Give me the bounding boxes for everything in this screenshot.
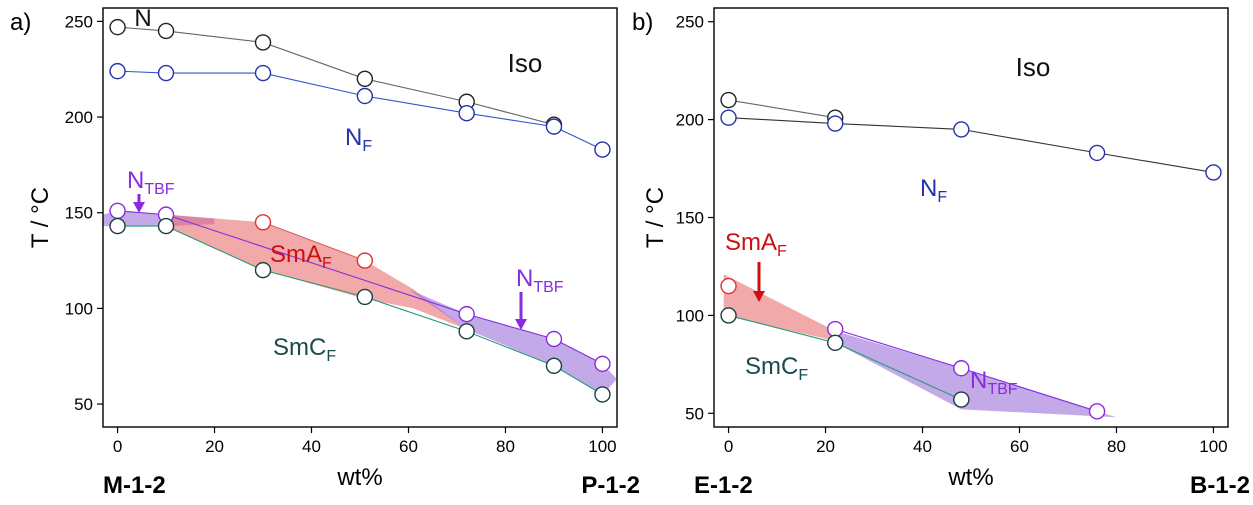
annotation-arrowhead xyxy=(133,202,145,213)
data-point xyxy=(109,217,126,235)
phase-annotation: N xyxy=(134,5,151,32)
x-tick-label: 20 xyxy=(205,437,224,456)
plot-frame xyxy=(102,7,618,428)
data-point xyxy=(254,34,272,51)
end-member-left-label: E-1-2 xyxy=(694,472,753,499)
end-member-right-label: B-1-2 xyxy=(1190,472,1250,499)
panel-label: a) xyxy=(10,9,31,36)
data-point xyxy=(157,64,175,82)
panel-0: a) 0 20 40 60 80 100 50 100 150 200 250 T / °C wt% M-1… xyxy=(10,5,640,499)
y-tick-label: 250 xyxy=(65,12,93,31)
data-point xyxy=(545,357,563,374)
x-tick-label: 60 xyxy=(399,437,418,456)
annotation-arrowhead xyxy=(515,319,527,330)
panel-1: b) 0 20 40 60 80 100 50 100 150 200 250 T / °C wt% E-1… xyxy=(632,7,1250,499)
data-point xyxy=(594,355,611,373)
data-point xyxy=(1088,403,1106,420)
data-point xyxy=(157,22,175,40)
data-point xyxy=(356,252,374,269)
data-point xyxy=(545,330,563,348)
x-tick-label: 0 xyxy=(113,437,122,456)
series-line-0 xyxy=(117,26,555,126)
x-axis-label: wt% xyxy=(947,464,993,491)
series-line-4 xyxy=(117,225,603,395)
data-point xyxy=(458,305,475,323)
phase-annotation: Iso xyxy=(1016,52,1051,82)
data-point xyxy=(953,391,970,408)
y-axis-label: T / °C xyxy=(27,187,54,248)
phase-annotation: NTBF xyxy=(127,167,175,198)
y-tick-label: 100 xyxy=(676,306,704,325)
phase-region-1 xyxy=(166,214,467,330)
x-tick-label: 40 xyxy=(913,437,932,456)
y-tick-label: 150 xyxy=(676,209,704,228)
data-point xyxy=(356,87,374,105)
end-member-right-label: P-1-2 xyxy=(581,472,640,499)
data-point xyxy=(545,118,563,135)
data-point xyxy=(458,323,475,340)
data-point xyxy=(594,386,611,403)
x-axis-label: wt% xyxy=(336,464,382,491)
x-tick-label: 60 xyxy=(1010,437,1029,456)
y-tick-label: 250 xyxy=(676,13,704,32)
data-point xyxy=(356,70,374,87)
data-point xyxy=(720,277,737,295)
y-axis-label: T / °C xyxy=(642,187,669,248)
data-point xyxy=(594,141,611,158)
phase-annotation: SmCF xyxy=(745,353,808,384)
y-tick-label: 100 xyxy=(65,299,93,318)
data-point xyxy=(720,91,737,109)
phase-region-0 xyxy=(723,274,836,341)
data-point xyxy=(254,64,272,82)
data-point xyxy=(109,202,126,220)
data-point xyxy=(157,217,175,235)
x-tick-label: 100 xyxy=(1199,437,1227,456)
series-line-3 xyxy=(262,221,366,262)
y-tick-label: 200 xyxy=(676,111,704,130)
phase-annotation: NF xyxy=(345,124,372,155)
phase-annotation: SmAF xyxy=(725,229,787,260)
x-tick-label: 80 xyxy=(1107,437,1126,456)
data-point xyxy=(953,121,970,138)
y-tick-label: 50 xyxy=(74,395,93,414)
data-point xyxy=(827,334,844,352)
data-point xyxy=(254,261,272,279)
x-tick-label: 20 xyxy=(816,437,835,456)
data-point xyxy=(720,109,737,126)
annotation-arrowhead xyxy=(753,291,765,302)
x-tick-label: 0 xyxy=(724,437,733,456)
data-point xyxy=(356,288,374,306)
phase-annotation: SmCF xyxy=(273,334,336,365)
data-point xyxy=(827,320,844,338)
y-tick-label: 150 xyxy=(65,204,93,223)
y-tick-label: 50 xyxy=(685,404,704,423)
series-line-0 xyxy=(728,99,836,119)
data-point xyxy=(953,360,970,377)
data-point xyxy=(109,18,126,36)
data-point xyxy=(458,105,475,122)
x-tick-label: 80 xyxy=(496,437,515,456)
phase-annotation: NTBF xyxy=(970,367,1018,398)
data-point xyxy=(720,307,737,324)
data-point xyxy=(827,115,844,132)
phase-annotation: NF xyxy=(920,175,947,206)
y-tick-label: 200 xyxy=(65,108,93,127)
x-tick-label: 40 xyxy=(302,437,321,456)
end-member-left-label: M-1-2 xyxy=(103,472,166,499)
phase-annotation: Iso xyxy=(508,48,543,78)
phase-annotation: NTBF xyxy=(516,265,564,296)
data-point xyxy=(109,62,126,80)
series-line-1 xyxy=(728,117,1214,174)
phase-annotation: SmAF xyxy=(270,241,332,272)
data-point xyxy=(254,214,272,231)
data-point xyxy=(1205,164,1222,181)
x-tick-label: 100 xyxy=(588,437,616,456)
panel-label: b) xyxy=(632,9,653,36)
data-point xyxy=(1088,144,1106,162)
